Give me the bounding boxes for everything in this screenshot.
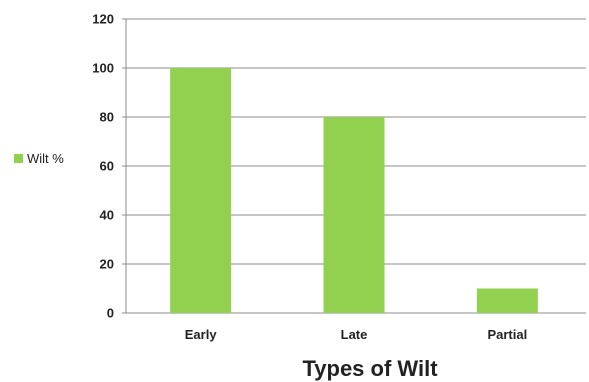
x-category-label: Late	[341, 327, 368, 342]
legend: Wilt %	[14, 151, 64, 166]
bar-early	[170, 68, 232, 313]
y-tick-label: 100	[92, 61, 114, 76]
y-tick-label: 60	[100, 159, 114, 174]
y-tick-label: 40	[100, 208, 114, 223]
bar-partial	[476, 288, 538, 313]
x-category-label: Early	[185, 327, 218, 342]
bars	[170, 68, 538, 313]
x-axis-category-labels: Early Late Partial	[185, 327, 527, 342]
x-axis-title: Types of Wilt	[302, 356, 438, 381]
bar-late	[323, 117, 385, 313]
y-axis-tick-labels: 0 20 40 60 80 100 120	[92, 12, 114, 321]
y-tick-label: 120	[92, 12, 114, 27]
y-tick-label: 20	[100, 257, 114, 272]
legend-label: Wilt %	[27, 151, 64, 166]
y-tick-label: 80	[100, 110, 114, 125]
legend-swatch	[14, 154, 23, 163]
x-category-label: Partial	[487, 327, 527, 342]
y-tick-label: 0	[107, 306, 114, 321]
